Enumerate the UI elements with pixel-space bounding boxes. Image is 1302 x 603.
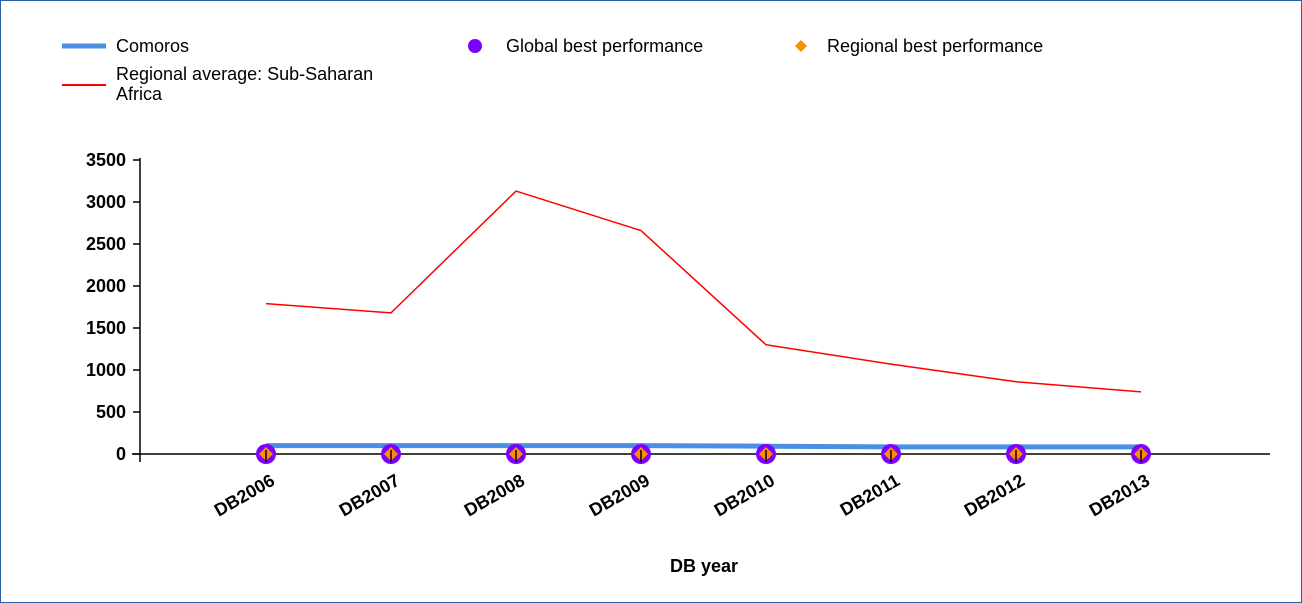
series-line-regional-average-sub-saharan-africa <box>265 190 1142 393</box>
y-tick-label: 0 <box>116 444 126 464</box>
x-tick-label: DB2011 <box>837 470 903 520</box>
series-lines <box>265 190 1142 450</box>
y-tick-label: 2000 <box>86 276 126 296</box>
legend-label-global-best: Global best performance <box>506 36 703 56</box>
x-axis-title: DB year <box>670 556 738 576</box>
y-tick-label: 3000 <box>86 192 126 212</box>
x-tick-label: DB2012 <box>961 470 1028 520</box>
x-tick-label: DB2008 <box>461 470 528 520</box>
legend-label-comoros: Comoros <box>116 36 189 56</box>
legend-swatch-regional-best <box>795 40 807 52</box>
x-tick-label: DB2007 <box>336 470 403 520</box>
x-tick-label: DB2010 <box>711 470 778 520</box>
legend-label-regional-best: Regional best performance <box>827 36 1043 56</box>
legend-item-comoros: Comoros <box>62 36 189 56</box>
series-line-comoros <box>266 443 1141 450</box>
axes: 0 500 1000 1500 2000 2500 3000 3500 DB2006 DB2007… <box>86 150 1270 520</box>
x-tick-label: DB2009 <box>586 470 653 520</box>
series-markers <box>256 444 1151 464</box>
y-tick-label: 2500 <box>86 234 126 254</box>
y-tick-label: 3500 <box>86 150 126 170</box>
legend-swatch-global-best <box>468 39 482 53</box>
y-tick-label: 1000 <box>86 360 126 380</box>
legend-label-regional-average: Regional average: Sub-Saharan Africa <box>116 64 378 104</box>
x-tick-label: DB2013 <box>1086 470 1153 520</box>
legend-item-global-best: Global best performance <box>468 36 703 56</box>
legend-item-regional-average: Regional average: Sub-Saharan Africa <box>62 64 378 104</box>
x-tick-label: DB2006 <box>211 470 278 520</box>
y-tick-label: 1500 <box>86 318 126 338</box>
legend: Comoros Regional average: Sub-Saharan Af… <box>62 36 1043 104</box>
legend-item-regional-best: Regional best performance <box>795 36 1043 56</box>
y-tick-label: 500 <box>96 402 126 422</box>
